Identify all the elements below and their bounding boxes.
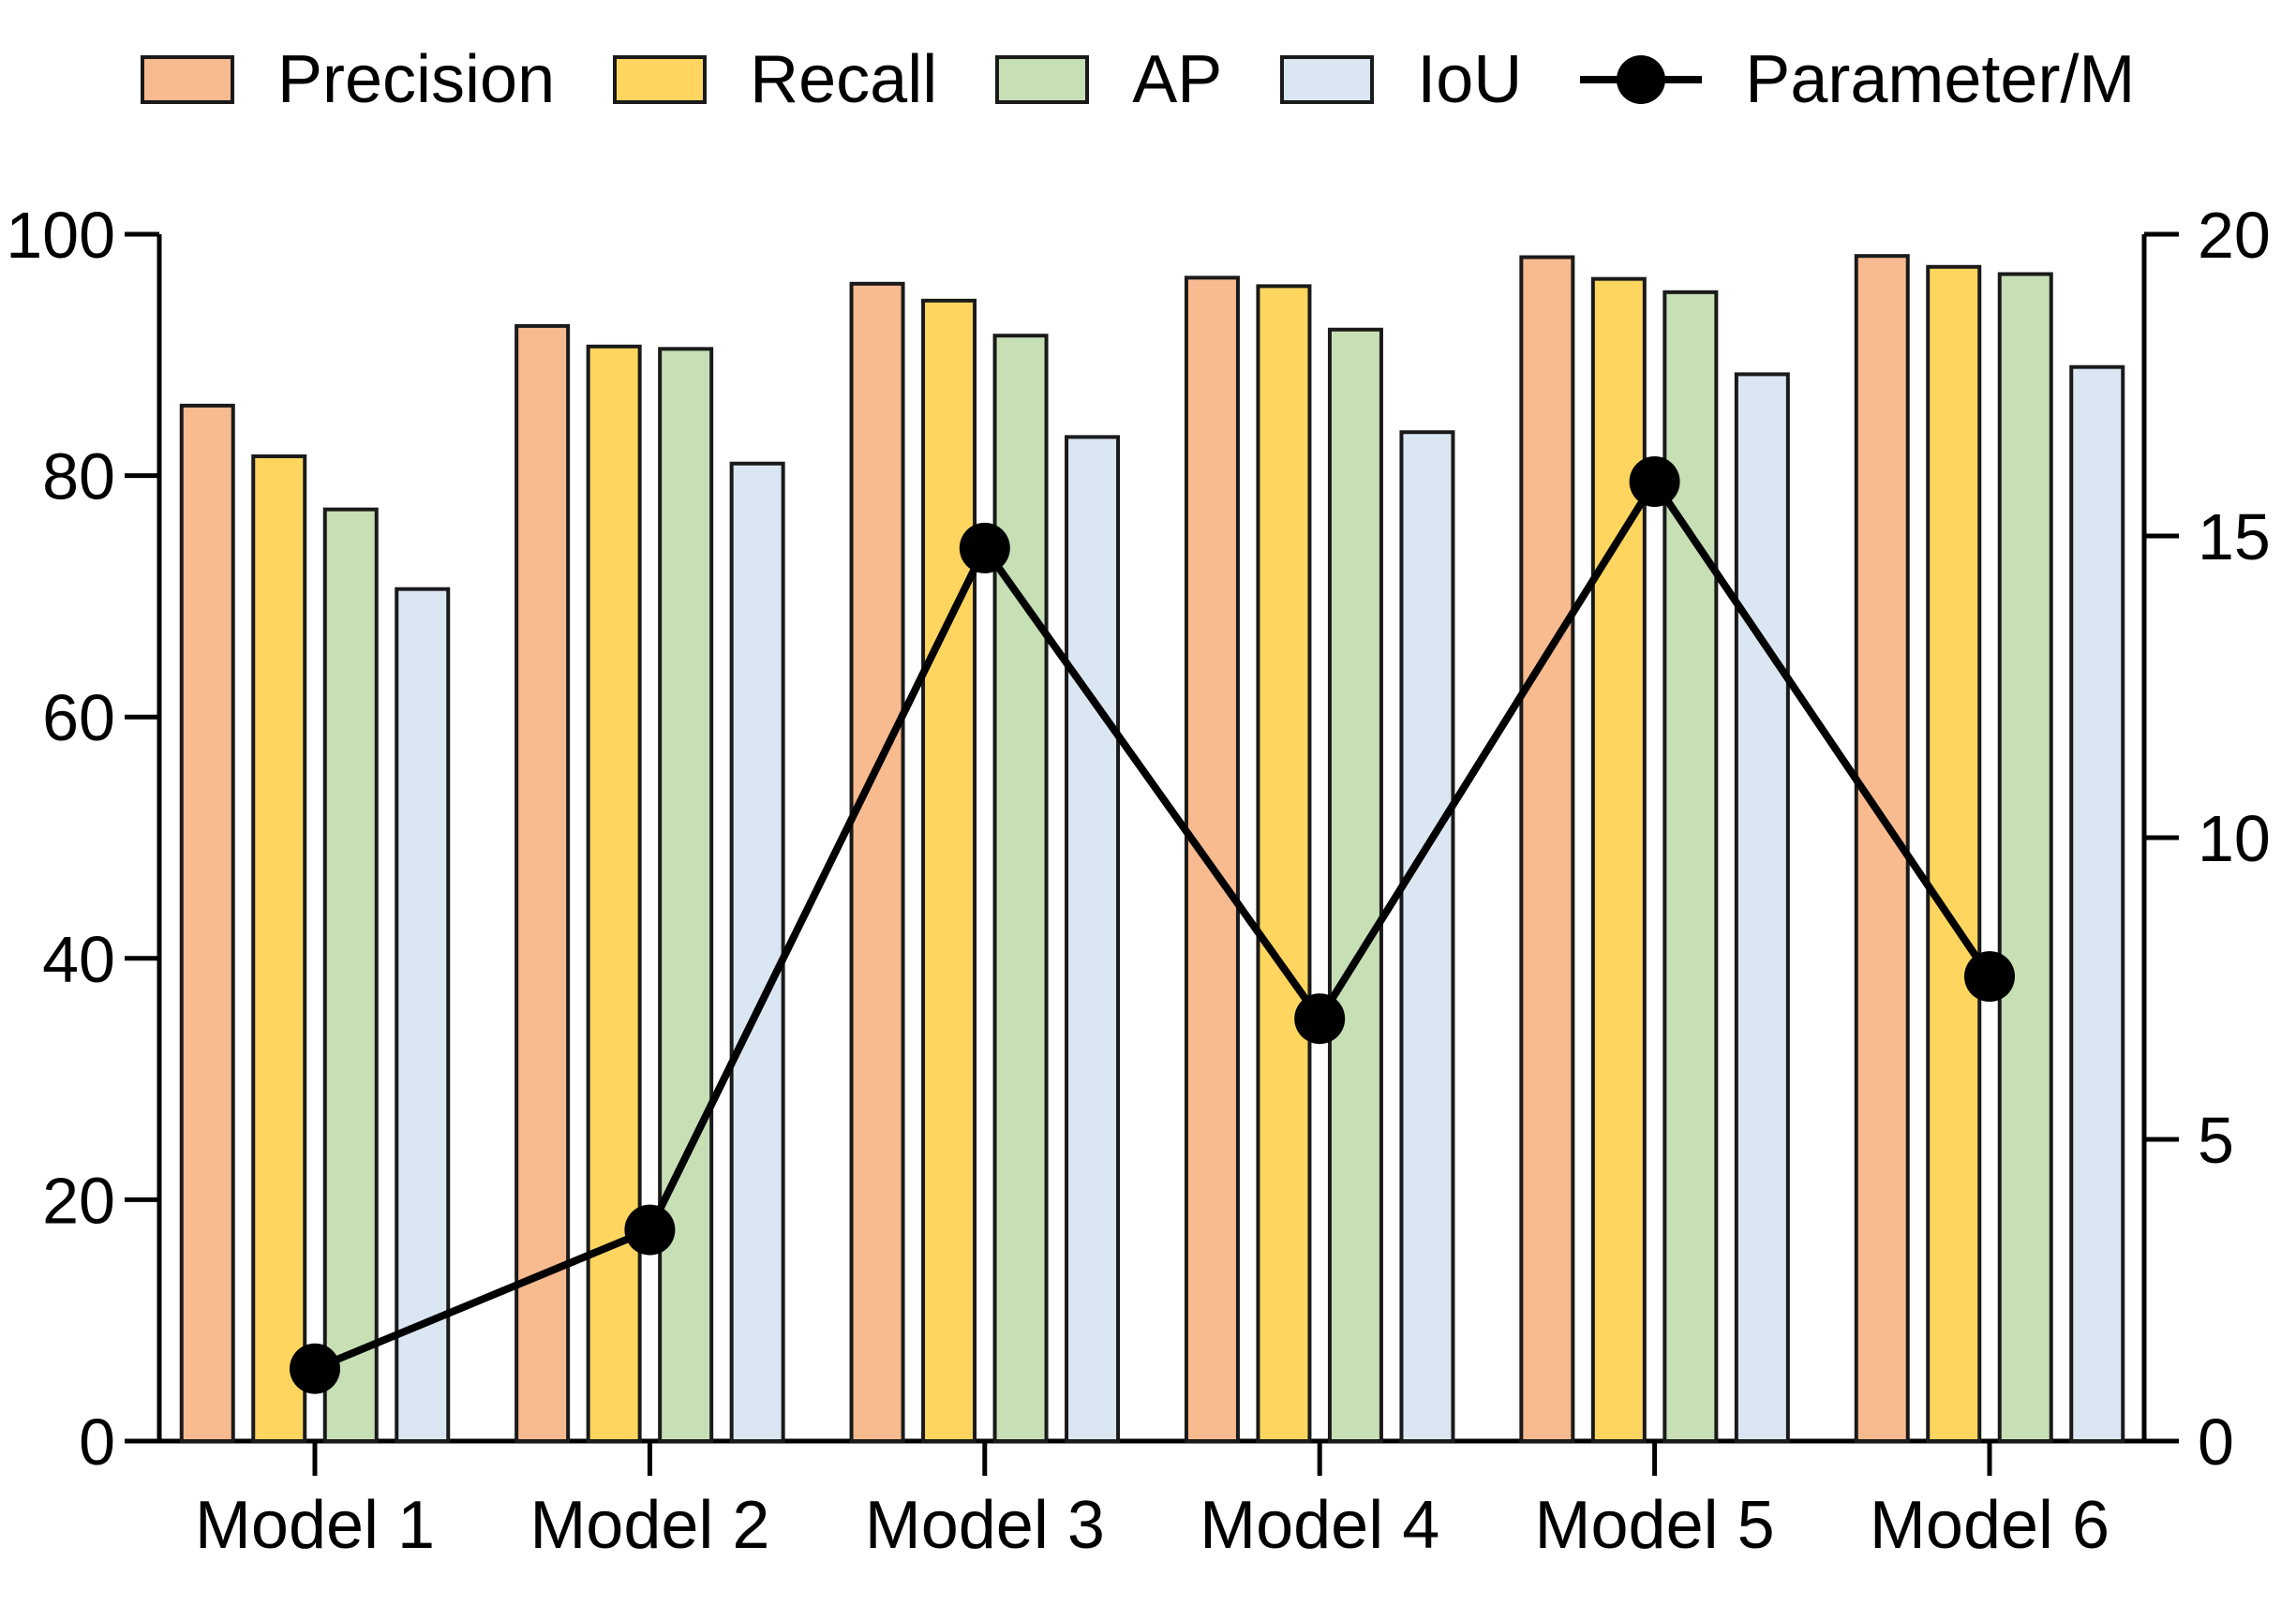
bar-recall-model-3 bbox=[921, 298, 977, 1444]
left-axis-tick-label: 80 bbox=[42, 440, 115, 513]
iou-swatch bbox=[1280, 55, 1375, 104]
bar-precision-model-4 bbox=[1184, 275, 1240, 1443]
legend-label: IoU bbox=[1417, 42, 1523, 117]
parameter-dot-model-4 bbox=[1294, 993, 1346, 1045]
parameter-dot-model-3 bbox=[959, 522, 1010, 573]
bar-ap-model-2 bbox=[658, 347, 714, 1443]
bar-ap-model-4 bbox=[1327, 327, 1383, 1444]
bar-precision-model-2 bbox=[514, 323, 571, 1444]
chart-legend: Precision Recall AP IoU Parameter/M bbox=[141, 28, 2135, 131]
bar-iou-model-4 bbox=[1399, 430, 1455, 1443]
x-axis-label-4: Model 4 bbox=[1200, 1488, 1439, 1563]
parameter-dot-model-6 bbox=[1964, 951, 2015, 1003]
bar-precision-model-1 bbox=[179, 403, 235, 1443]
bar-iou-model-6 bbox=[2069, 364, 2125, 1443]
bar-recall-model-1 bbox=[251, 454, 307, 1444]
x-axis-label-2: Model 2 bbox=[529, 1488, 769, 1563]
left-axis-tick-label: 20 bbox=[42, 1164, 115, 1237]
legend-item-iou: IoU bbox=[1280, 46, 1522, 113]
bar-recall-model-5 bbox=[1590, 276, 1647, 1443]
right-axis-tick-label: 20 bbox=[2198, 199, 2271, 272]
bar-ap-model-1 bbox=[322, 507, 379, 1443]
right-axis-tick-label: 15 bbox=[2198, 500, 2271, 573]
parameter-dot-model-1 bbox=[290, 1343, 340, 1394]
legend-label: Precision bbox=[277, 42, 556, 117]
bar-recall-model-2 bbox=[586, 344, 642, 1443]
bar-iou-model-1 bbox=[395, 587, 451, 1443]
legend-item-precision: Precision bbox=[141, 46, 555, 113]
left-axis-tick-label: 0 bbox=[79, 1405, 115, 1479]
recall-swatch bbox=[613, 55, 708, 104]
x-axis-label-1: Model 1 bbox=[195, 1488, 435, 1563]
bar-precision-model-3 bbox=[849, 281, 905, 1444]
ap-swatch bbox=[995, 55, 1090, 104]
precision-swatch bbox=[141, 55, 234, 104]
left-axis-tick-label: 60 bbox=[42, 681, 115, 754]
parameter-dot-model-2 bbox=[624, 1204, 676, 1256]
parameter-dot-model-5 bbox=[1629, 456, 1680, 508]
x-axis-label-6: Model 6 bbox=[1870, 1488, 2110, 1563]
legend-item-ap: AP bbox=[995, 46, 1222, 113]
bar-iou-model-2 bbox=[729, 461, 785, 1444]
bar-recall-model-6 bbox=[1926, 264, 1982, 1443]
legend-item-parameter-m: Parameter/M bbox=[1580, 46, 2135, 113]
bar-ap-model-3 bbox=[992, 334, 1049, 1443]
left-axis-tick-label: 100 bbox=[6, 199, 115, 272]
bar-iou-model-3 bbox=[1065, 435, 1121, 1443]
bar-ap-model-6 bbox=[1997, 272, 2053, 1443]
right-axis-tick-label: 5 bbox=[2198, 1104, 2234, 1177]
x-axis-label-3: Model 3 bbox=[865, 1488, 1105, 1563]
parameter-line-symbol bbox=[1580, 55, 1703, 104]
left-axis-tick-label: 40 bbox=[42, 923, 115, 996]
legend-label: Recall bbox=[750, 42, 938, 117]
bar-recall-model-4 bbox=[1256, 284, 1312, 1443]
right-axis-tick-label: 10 bbox=[2198, 802, 2271, 875]
legend-label: Parameter/M bbox=[1745, 42, 2136, 117]
legend-item-recall: Recall bbox=[613, 46, 937, 113]
x-axis-label-5: Model 5 bbox=[1535, 1488, 1775, 1563]
bar-iou-model-5 bbox=[1734, 372, 1790, 1444]
right-axis-tick-label: 0 bbox=[2198, 1405, 2234, 1479]
legend-label: AP bbox=[1132, 42, 1223, 117]
bar-precision-model-5 bbox=[1519, 255, 1575, 1443]
parameter-line bbox=[313, 474, 1993, 1373]
